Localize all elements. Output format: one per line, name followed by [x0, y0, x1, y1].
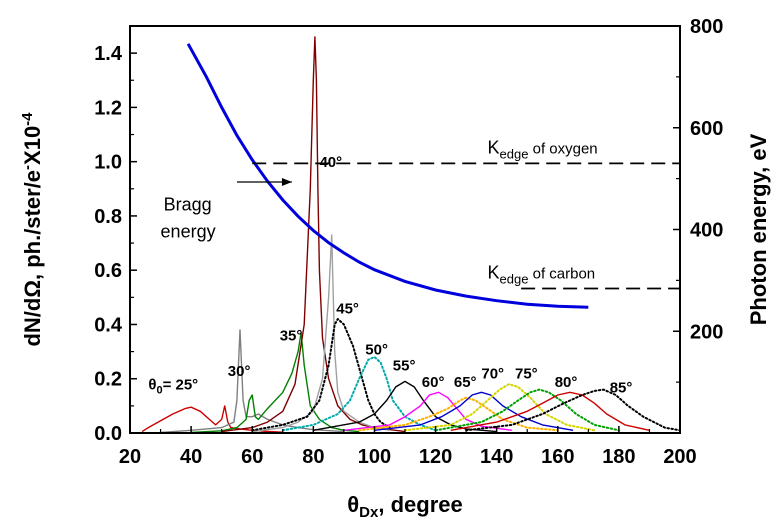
x-tick-label-6: 140: [480, 446, 513, 468]
peak-label-4: 50°: [365, 341, 388, 358]
bragg-arrow-head: [281, 178, 292, 187]
peak-label-1: 35°: [280, 328, 303, 345]
x-axis-title: θDx, degree: [347, 492, 462, 520]
series-line-12: [434, 388, 620, 432]
y2-tick-label-1: 400: [690, 220, 723, 242]
y-axis-title: dN/dΩ, ph./ster/e-X10-4: [19, 112, 45, 347]
ticks-layer: [129, 25, 681, 434]
peak-label-0: 30°: [228, 363, 251, 380]
series-line-13: [450, 391, 650, 431]
series-line-7: [313, 380, 497, 433]
x-tick-label-8: 180: [602, 446, 635, 468]
peak-label-7: 65°: [454, 374, 477, 391]
peak-label-11: 85°: [610, 379, 633, 396]
theta0-label: θ0= 25°: [148, 377, 198, 397]
x-tick-label-2: 60: [241, 446, 263, 468]
y2-tick-label-2: 600: [690, 118, 723, 140]
peak-label-6: 60°: [422, 374, 445, 391]
y-tick-label-4: 0.8: [94, 206, 122, 228]
y-tick-label-1: 0.2: [94, 369, 122, 391]
peak-label-2: 40°: [319, 154, 342, 171]
kedge-layer: [252, 162, 680, 290]
x-tick-label-9: 200: [663, 446, 696, 468]
y-tick-label-6: 1.2: [94, 97, 122, 119]
x-tick-label-7: 160: [541, 446, 574, 468]
bragg-arrow: [236, 178, 292, 187]
y2-axis-title: Photon energy, eV: [746, 133, 771, 325]
labels-layer: 20 40 60 80 100 120 140 160 180 200 0.0 0.2 0.4 0.6 0.…: [94, 16, 723, 468]
peak-label-8: 70°: [481, 366, 504, 383]
peak-label-5: 55°: [393, 358, 416, 375]
series-line-11: [404, 383, 596, 432]
y-tick-label-7: 1.4: [94, 43, 123, 65]
kedge-carbon-label: Kedge of carbon: [488, 263, 596, 287]
y-tick-label-0: 0.0: [94, 423, 122, 445]
bragg-layer: [186, 43, 589, 309]
x-tick-label-5: 120: [419, 446, 452, 468]
x-tick-label-0: 20: [119, 446, 141, 468]
bragg-energy-curve: [186, 43, 589, 309]
peak-label-10: 80°: [555, 374, 578, 391]
bragg-label-line2: energy: [161, 222, 216, 242]
series-layer: [141, 36, 681, 434]
series-line-9: [358, 396, 559, 432]
y2-tick-label-3: 800: [690, 16, 723, 38]
series-line-8: [343, 391, 512, 431]
y2-tick-label-0: 200: [690, 321, 723, 343]
x-tick-label-3: 80: [302, 446, 324, 468]
series-line-14: [465, 388, 681, 432]
series-line-3: [221, 36, 406, 433]
x-tick-label-4: 100: [358, 446, 391, 468]
series-line-5: [251, 318, 391, 432]
y-tick-label-2: 0.4: [94, 314, 123, 336]
y-tick-label-5: 1.0: [94, 152, 122, 174]
y-tick-label-3: 0.6: [94, 260, 122, 282]
x-tick-label-1: 40: [180, 446, 202, 468]
kedge-oxygen-label: Kedge of oxygen: [488, 137, 598, 161]
peak-label-3: 45°: [336, 301, 359, 318]
series-line-2: [191, 331, 360, 434]
peak-label-9: 75°: [515, 366, 538, 383]
bragg-label-line1: Bragg: [164, 195, 212, 215]
